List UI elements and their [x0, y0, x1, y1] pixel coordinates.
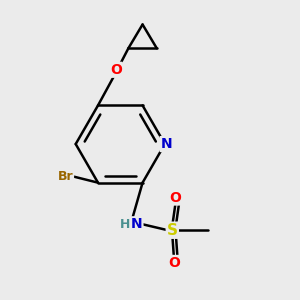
- Text: Br: Br: [58, 170, 73, 183]
- Text: N: N: [131, 217, 142, 231]
- Text: N: N: [160, 137, 172, 151]
- Text: H: H: [119, 218, 130, 231]
- Text: O: O: [110, 63, 122, 77]
- Text: S: S: [167, 223, 178, 238]
- Text: O: O: [168, 256, 180, 270]
- Text: O: O: [169, 190, 181, 205]
